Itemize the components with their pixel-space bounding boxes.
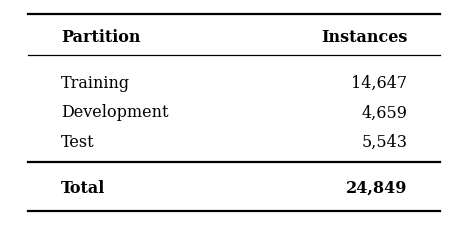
Text: Instances: Instances bbox=[321, 29, 407, 46]
Text: 24,849: 24,849 bbox=[346, 179, 407, 196]
Text: 14,647: 14,647 bbox=[351, 74, 407, 91]
Text: Partition: Partition bbox=[61, 29, 140, 46]
Text: Development: Development bbox=[61, 104, 168, 121]
Text: 5,543: 5,543 bbox=[361, 133, 407, 150]
Text: Training: Training bbox=[61, 74, 130, 91]
Text: Total: Total bbox=[61, 179, 105, 196]
Text: Test: Test bbox=[61, 133, 95, 150]
Text: 4,659: 4,659 bbox=[361, 104, 407, 121]
